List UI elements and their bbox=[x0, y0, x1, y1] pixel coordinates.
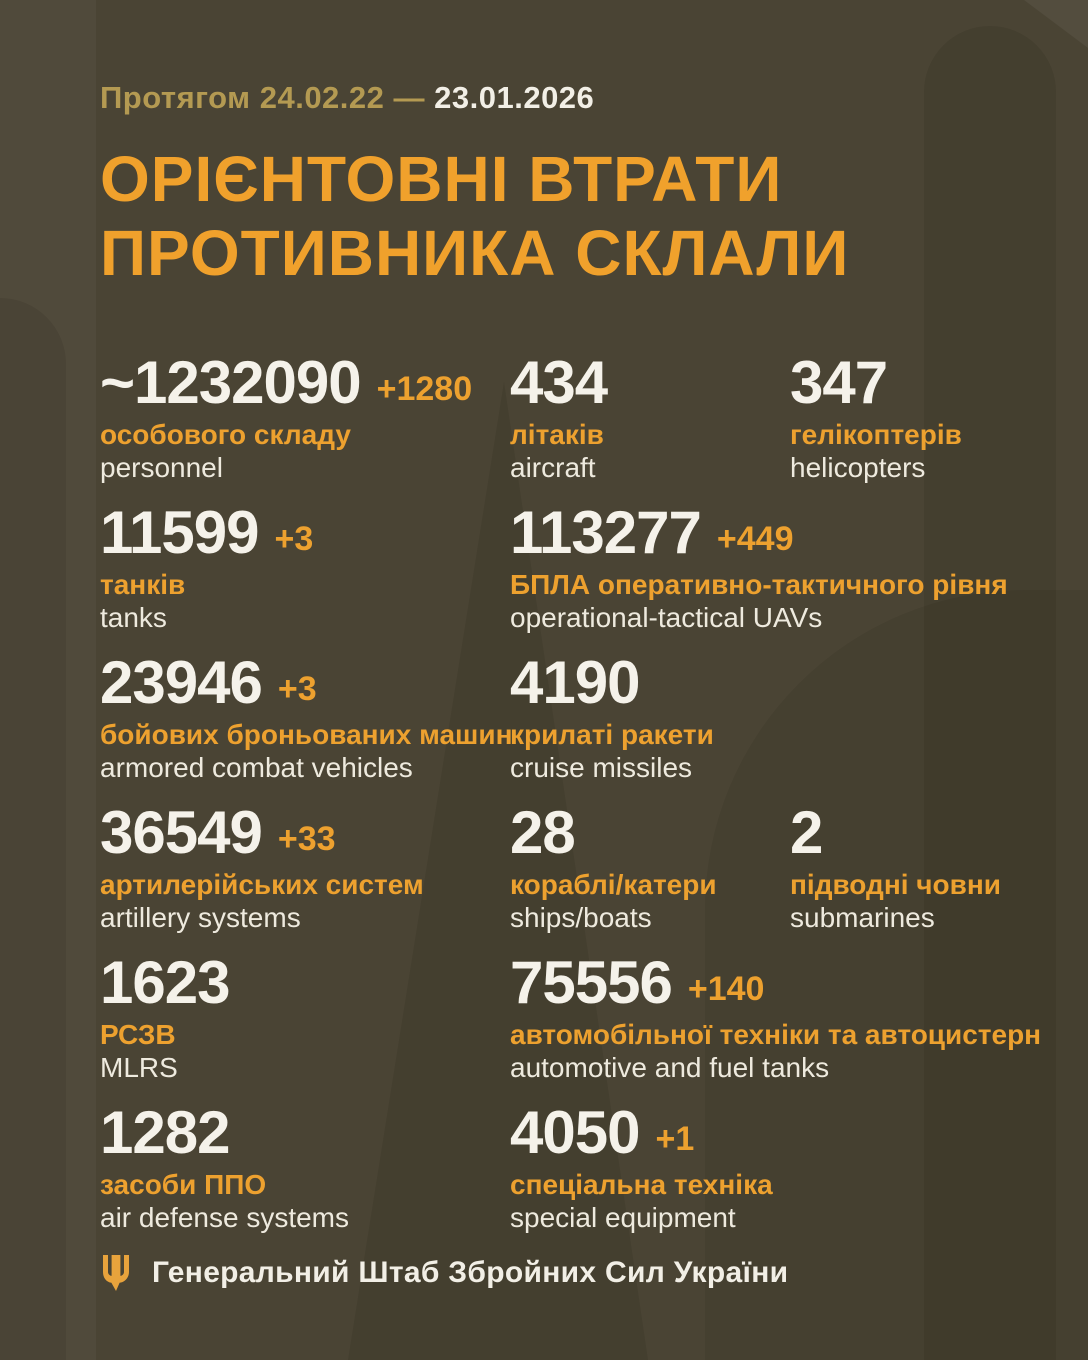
stat-value: 434 bbox=[510, 349, 608, 416]
stat-uavs: 113277 +449 БПЛА оперативно-тактичного р… bbox=[510, 502, 1058, 634]
footer: Генеральний Штаб Збройних Сил України bbox=[100, 1254, 1058, 1292]
date-range: Протягом 24.02.22 — 23.01.2026 bbox=[100, 80, 1058, 116]
stat-label-ua: засоби ППО bbox=[100, 1169, 267, 1200]
page-title-line1: ОРІЄНТОВНІ ВТРАТИ bbox=[100, 143, 783, 215]
stat-cruise-missiles: 4190 крилаті ракети cruise missiles bbox=[510, 652, 1058, 784]
stat-label-ua: спеціальна техніка bbox=[510, 1169, 773, 1200]
footer-source-label: Генеральний Штаб Збройних Сил України bbox=[152, 1256, 789, 1289]
stat-delta: +140 bbox=[687, 970, 765, 1008]
stat-automotive: 75556 +140 автомобільної техніки та авто… bbox=[510, 952, 1058, 1084]
stat-label-ua: автомобільної техніки та автоцистерн bbox=[510, 1019, 1042, 1050]
date-range-prefix: Протягом 24.02.22 — bbox=[100, 80, 426, 115]
stat-label-en: automotive and fuel tanks bbox=[510, 1052, 830, 1083]
stat-value: 1623 bbox=[100, 949, 230, 1016]
stat-label-en: personnel bbox=[100, 452, 223, 483]
tryzub-icon bbox=[103, 1255, 129, 1291]
stat-ships: 28 кораблі/катери ships/boats bbox=[510, 802, 790, 934]
stat-label-en: armored combat vehicles bbox=[100, 752, 413, 783]
stat-artillery: 36549 +33 артилерійських систем artiller… bbox=[100, 802, 510, 934]
stat-delta: +3 bbox=[277, 670, 317, 708]
stat-label-en: helicopters bbox=[790, 452, 926, 483]
stat-value: 4190 bbox=[510, 649, 640, 716]
stat-value: 75556 bbox=[510, 949, 673, 1016]
stat-helicopters: 347 гелікоптерів helicopters bbox=[790, 352, 1058, 484]
stat-label-en: aircraft bbox=[510, 452, 596, 483]
stat-label-ua: підводні човни bbox=[790, 869, 1001, 900]
stat-delta: +1 bbox=[655, 1120, 695, 1158]
stat-delta: +449 bbox=[716, 520, 794, 558]
stat-air-defense: 1282 засоби ППО air defense systems bbox=[100, 1102, 510, 1234]
stat-label-ua: бойових броньованих машин bbox=[100, 719, 513, 750]
stat-label-en: special equipment bbox=[510, 1202, 736, 1233]
stat-tanks: 11599 +3 танків tanks bbox=[100, 502, 510, 634]
stat-armored-vehicles: 23946 +3 бойових броньованих машин armor… bbox=[100, 649, 513, 784]
stat-label-ua: танків bbox=[100, 569, 186, 600]
stat-label-ua: літаків bbox=[510, 419, 604, 450]
stat-value: 1282 bbox=[100, 1099, 230, 1166]
stat-label-en: operational-tactical UAVs bbox=[510, 602, 823, 633]
stat-delta: +33 bbox=[277, 820, 336, 858]
stat-aircraft: 434 літаків aircraft bbox=[510, 352, 790, 484]
stat-mlrs: 1623 РСЗВ MLRS bbox=[100, 952, 510, 1084]
stat-label-en: cruise missiles bbox=[510, 752, 693, 783]
stat-submarines: 2 підводні човни submarines bbox=[790, 802, 1058, 934]
stat-label-en: MLRS bbox=[100, 1052, 178, 1083]
stat-label-en: submarines bbox=[790, 902, 935, 933]
stat-label-ua: РСЗВ bbox=[100, 1019, 176, 1050]
stat-special-equipment: 4050 +1 спеціальна техніка special equip… bbox=[510, 1102, 1058, 1234]
date-current: 23.01.2026 bbox=[434, 80, 595, 115]
stat-label-ua: крилаті ракети bbox=[510, 719, 714, 750]
stats-grid: ~1232090 +1280 особового складу personne… bbox=[100, 352, 1058, 1252]
stat-value: 113277 bbox=[510, 499, 702, 566]
stat-value: 28 bbox=[510, 799, 576, 866]
stat-value: 4050 bbox=[510, 1099, 640, 1166]
stat-label-en: ships/boats bbox=[510, 902, 652, 933]
stat-delta: +3 bbox=[274, 520, 314, 558]
stat-label-ua: гелікоптерів bbox=[790, 419, 962, 450]
page-title: ОРІЄНТОВНІ ВТРАТИ ПРОТИВНИКА СКЛАЛИ bbox=[100, 142, 1058, 290]
stat-label-en: air defense systems bbox=[100, 1202, 349, 1233]
stat-delta: +1280 bbox=[376, 370, 473, 408]
stat-label-en: artillery systems bbox=[100, 902, 301, 933]
stat-label-ua: БПЛА оперативно-тактичного рівня bbox=[510, 569, 1008, 600]
stat-value: 23946 bbox=[100, 649, 263, 716]
stat-value: ~1232090 bbox=[100, 349, 362, 416]
stat-label-en: tanks bbox=[100, 602, 167, 633]
stat-personnel: ~1232090 +1280 особового складу personne… bbox=[100, 352, 510, 484]
stat-label-ua: особового складу bbox=[100, 419, 351, 450]
stat-value: 36549 bbox=[100, 799, 263, 866]
stat-value: 347 bbox=[790, 349, 888, 416]
stat-label-ua: артилерійських систем bbox=[100, 869, 424, 900]
page-title-line2: ПРОТИВНИКА СКЛАЛИ bbox=[100, 217, 850, 289]
stat-label-ua: кораблі/катери bbox=[510, 869, 717, 900]
stat-value: 2 bbox=[790, 799, 823, 866]
stat-value: 11599 bbox=[100, 499, 260, 566]
